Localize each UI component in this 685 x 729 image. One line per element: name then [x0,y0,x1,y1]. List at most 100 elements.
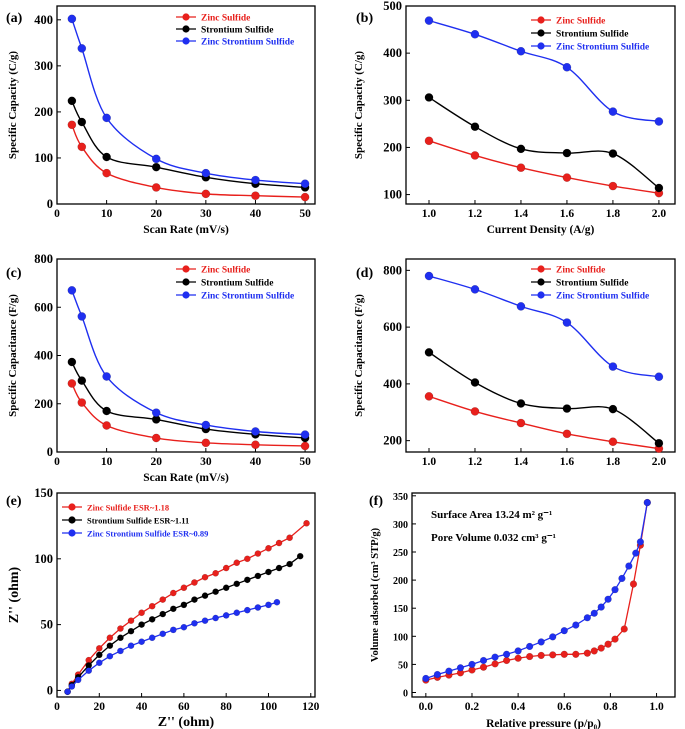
y-axis-label: Z'' (ohm) [7,566,22,623]
data-point [102,372,111,381]
series-zinc-sulfide-esr-1-18 [64,519,310,696]
data-point [159,596,167,603]
data-point [151,408,161,418]
data-point [117,625,124,632]
y-tick-label: 800 [383,263,402,277]
data-point [85,667,93,675]
legend: Zinc Sulfide Strontium Sulfide Zinc Stront… [176,265,294,302]
series-zinc-strontium-sulfide [424,16,664,126]
y-tick-label: 300 [383,93,402,107]
data-point [604,640,612,648]
y-tick-label: 200 [383,434,402,448]
chart-panel-c: 0 10 20 30 40 50 0 200 400 600 800 Scan Rate (mV/s)… [6,252,316,484]
x-tick-label: 2.0 [652,456,667,468]
data-point [243,606,251,614]
data-point [516,163,526,173]
data-point [201,189,211,199]
data-point [479,663,488,671]
panel-label: (b) [356,11,373,26]
data-point [526,652,534,661]
x-tick-label: 1.2 [468,456,483,468]
series-zinc-strontium-sulfide [67,286,310,439]
y-tick-label: 100 [383,188,402,202]
x-tick-label: 20 [94,701,106,713]
data-point [611,635,619,643]
x-tick-label: 0.4 [511,701,526,713]
data-point [560,650,568,658]
data-point [106,634,114,642]
data-point [643,498,651,507]
data-point [169,589,177,597]
data-point [67,379,77,388]
data-point [222,584,230,592]
legend-label: Strontium Sulfide ESR~1.11 [87,516,189,526]
data-point [106,652,114,660]
x-axis-label: Current Density (A/g) [487,224,595,236]
legend-marker [182,25,190,33]
data-point [67,14,77,24]
series-zinc-strontium-sulfide [67,14,310,189]
x-tick-label: 0 [54,701,60,713]
data-point [470,378,480,387]
data-point [618,574,626,583]
y-tick-label: 200 [383,140,402,154]
data-point [468,660,476,669]
x-tick-label: 1.6 [560,456,575,468]
data-point [117,647,124,655]
data-point [67,286,77,295]
legend-label: Zinc Sulfide ESR~1.18 [87,503,169,513]
data-point [300,192,310,202]
plot-frame [56,492,316,698]
data-point [151,433,161,443]
data-point [127,642,135,650]
y-tick-label: 200 [393,576,408,587]
data-point [583,649,591,657]
legend-marker [537,29,545,37]
x-tick-label: 1.8 [606,208,621,220]
data-point [95,651,103,659]
data-point [102,152,111,162]
plot-frame [56,5,316,205]
legend-marker [182,278,190,286]
data-point [77,398,87,407]
y-tick-label: 200 [34,397,53,411]
data-point [537,638,545,646]
data-point [74,676,82,684]
data-point [516,46,526,56]
data-point [102,406,111,416]
data-point [222,564,230,572]
data-point [159,630,167,638]
data-point [424,93,434,102]
legend-label: Zinc Strontium Sulfide [201,292,294,302]
data-point [77,117,87,127]
x-tick-label: 0.0 [419,701,434,713]
chart-panel-e: 0 20 40 60 80 100 120 0 50 100 150 Z'' (ohm) Z'' (oh… [6,486,320,729]
data-point [68,683,76,690]
data-point [636,538,645,546]
x-tick-label: 40 [250,208,262,220]
x-tick-label: 50 [299,208,311,220]
data-point [201,592,209,600]
x-tick-label: 40 [136,701,148,713]
series-strontium-sulfide [424,348,664,448]
data-point [201,168,211,178]
chart-panel-a: 0 10 20 30 40 50 0 100 200 300 400 Scan Rate (mV/s)… [6,5,316,236]
data-point [491,660,499,668]
panel-label: (c) [6,266,22,281]
data-point [251,175,260,185]
series-zinc-sulfide [67,379,310,451]
series-line [428,395,660,450]
y-tick-label: 400 [383,46,402,60]
data-point [424,348,434,357]
data-point [549,651,557,659]
data-point [491,653,499,661]
data-point [151,154,161,164]
data-point [470,151,480,160]
x-tick-label: 20 [150,456,162,468]
legend-marker [182,37,190,45]
x-axis-label: Z'' (ohm) [158,715,215,729]
x-tick-label: 2.0 [652,208,667,220]
data-point [456,664,465,672]
y-tick-label: 50 [41,618,54,632]
data-point [604,595,612,603]
